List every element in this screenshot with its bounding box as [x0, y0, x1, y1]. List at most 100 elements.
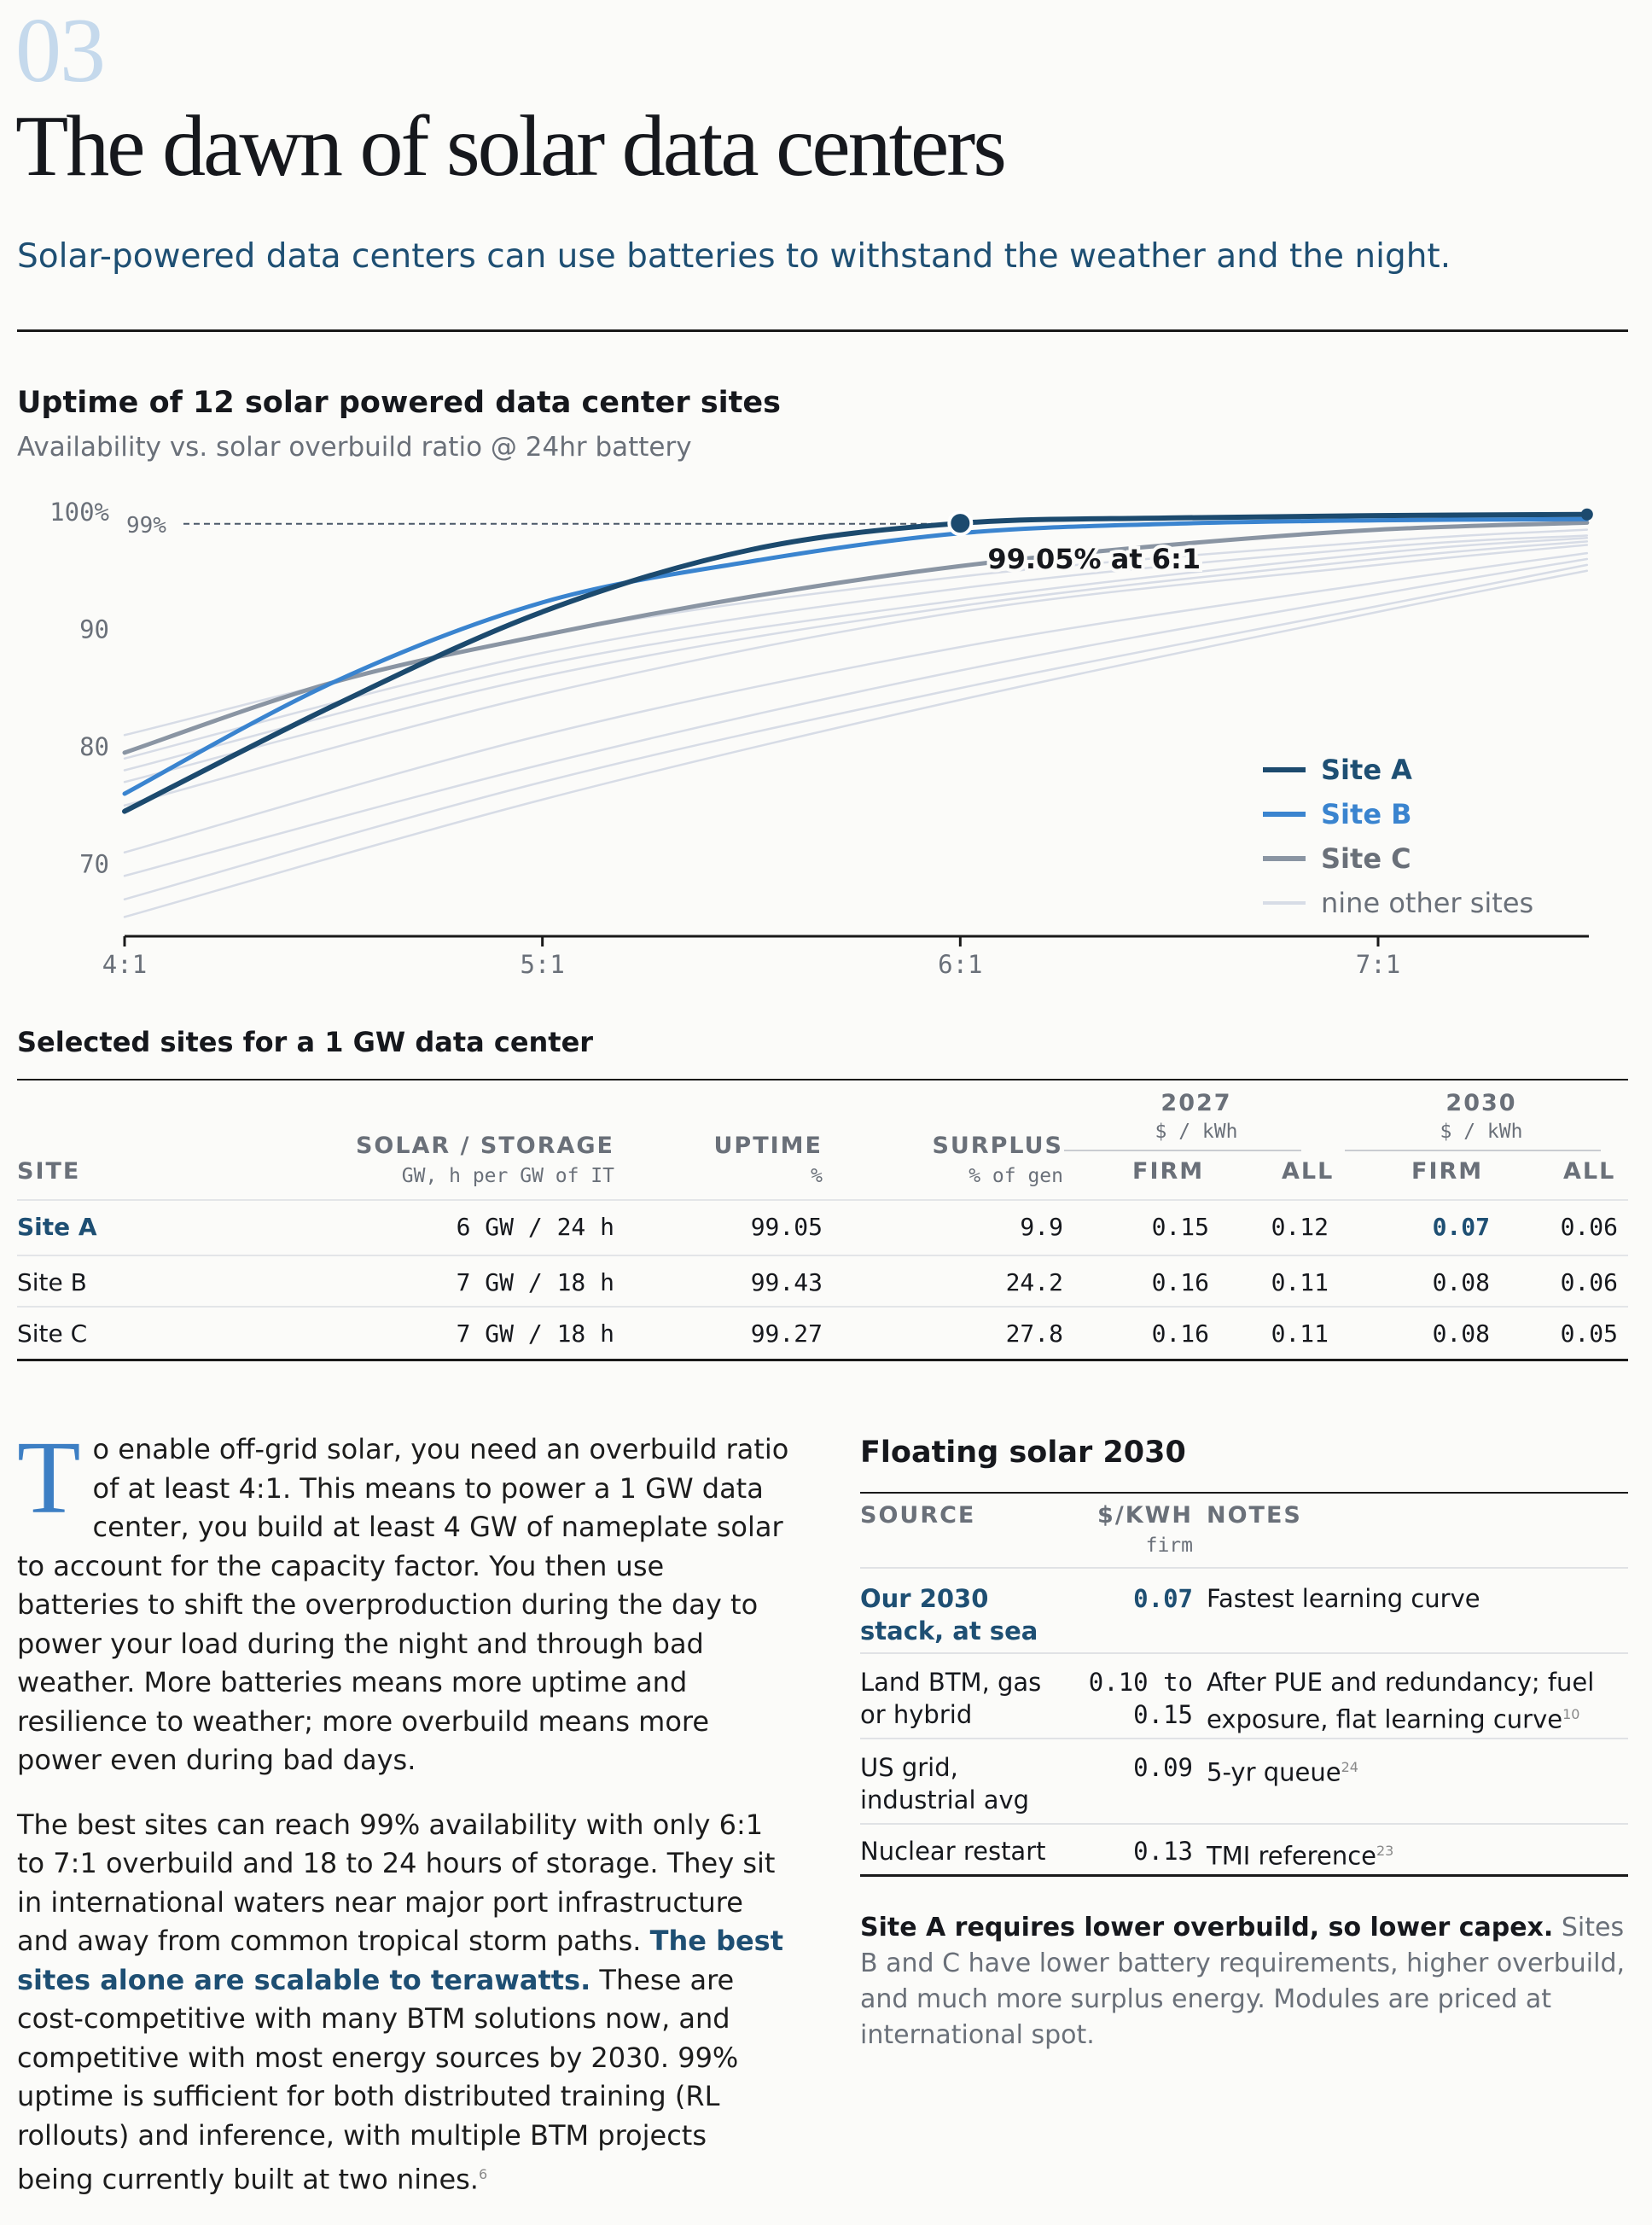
col-uptime: UPTIME — [713, 1133, 823, 1159]
footnote-ref[interactable]: 6 — [478, 2166, 488, 2182]
cell-notes-text: After PUE and redundancy; fuel exposure,… — [1207, 1668, 1595, 1734]
series-line-other-site — [123, 569, 1589, 918]
chart-subtitle: Availability vs. solar overbuild ratio @… — [17, 432, 692, 463]
group-2030-rule — [1345, 1150, 1601, 1151]
cell-solar-storage: 6 GW / 24 h — [456, 1213, 614, 1241]
cell-cost: 0.13 — [1133, 1837, 1193, 1866]
cell-firm-2027: 0.16 — [1151, 1268, 1209, 1296]
note-rest: Sites B and C have lower battery require… — [860, 1913, 1626, 2050]
cell-surplus: 9.9 — [1020, 1213, 1063, 1241]
series-line-other-site — [123, 544, 1589, 807]
header-rule — [17, 329, 1628, 332]
cell-all-2030: 0.05 — [1560, 1319, 1618, 1348]
cell-notes: 5-yr queue24 — [1207, 1751, 1628, 1789]
legend-label: nine other sites — [1321, 887, 1533, 919]
col-solar-storage-unit: GW, h per GW of IT — [401, 1165, 614, 1187]
table-row: Site C 7 GW / 18 h 99.27 27.8 0.16 0.11 … — [17, 1306, 1628, 1359]
col-firm-2027: FIRM — [1132, 1158, 1205, 1185]
uptime-chart: 100% 90 80 70 99% 99.05% at 6:1 4:1 5:1 6:1 7:1 Si… — [49, 498, 1593, 979]
floating-table-top-rule — [860, 1492, 1628, 1494]
cell-notes-text: 5-yr queue — [1207, 1757, 1341, 1787]
reference-line-label: 99% — [126, 513, 166, 539]
cell-firm-2030: 0.08 — [1432, 1319, 1490, 1348]
cell-firm-2027: 0.15 — [1151, 1213, 1209, 1241]
col-source: SOURCE — [860, 1502, 976, 1529]
footnote-ref[interactable]: 23 — [1376, 1843, 1394, 1859]
note-bold: Site A requires lower overbuild, so lowe… — [860, 1913, 1554, 1943]
x-tick-label: 6:1 — [938, 950, 982, 979]
cell-site: Site C — [17, 1319, 88, 1348]
col-uptime-unit: % — [811, 1165, 823, 1187]
series-line-other-site — [123, 534, 1589, 760]
cell-cost: 0.09 — [1133, 1753, 1193, 1782]
site-a-end-point — [1580, 508, 1593, 521]
series-line-site-b — [122, 516, 1590, 796]
cell-uptime: 99.43 — [750, 1268, 823, 1296]
body-p2-text-a: The best sites can reach 99% availabilit… — [17, 1808, 776, 1958]
col-site: SITE — [17, 1158, 81, 1185]
cell-uptime: 99.05 — [750, 1213, 823, 1241]
cell-solar-storage: 7 GW / 18 h — [456, 1319, 614, 1348]
cell-notes: After PUE and redundancy; fuel exposure,… — [1207, 1666, 1628, 1736]
cell-site: Site B — [17, 1268, 87, 1296]
cell-source: Our 2030 stack, at sea — [860, 1584, 1038, 1645]
y-tick-label: 100% — [49, 498, 109, 527]
chart-title: Uptime of 12 solar powered data center s… — [17, 386, 781, 420]
col-cost: $/KWH — [1097, 1502, 1193, 1529]
footnote-ref[interactable]: 10 — [1562, 1706, 1580, 1722]
group-2027-rule — [1064, 1150, 1301, 1151]
footnote-ref[interactable]: 24 — [1341, 1759, 1358, 1775]
cell-notes: Fastest learning curve — [1207, 1582, 1628, 1615]
col-group-2027: 2027 — [1160, 1090, 1232, 1116]
cell-all-2027: 0.11 — [1271, 1319, 1329, 1348]
table-row: US grid, industrial avg 0.09 5-yr queue2… — [860, 1738, 1628, 1825]
series-line-other-site — [123, 540, 1589, 783]
cell-firm-2027: 0.16 — [1151, 1319, 1209, 1348]
col-all-2027: ALL — [1282, 1158, 1335, 1185]
cell-site: Site A — [17, 1213, 97, 1241]
annotation-label: 99.05% at 6:1 — [987, 543, 1201, 575]
cell-uptime: 99.27 — [750, 1319, 823, 1348]
sites-table-title: Selected sites for a 1 GW data center — [17, 1026, 594, 1058]
cell-source: Nuclear restart — [860, 1837, 1046, 1866]
col-notes: NOTES — [1207, 1502, 1302, 1529]
col-group-2027-unit: $ / kWh — [1155, 1121, 1238, 1143]
annotation-marker — [947, 510, 974, 537]
cell-all-2027: 0.11 — [1271, 1268, 1329, 1296]
series-line-site-c — [122, 520, 1590, 755]
cell-firm-2030: 0.08 — [1432, 1268, 1490, 1296]
legend-label: Site B — [1321, 798, 1412, 830]
series-line-other-site — [123, 563, 1589, 900]
cell-firm-2030: 0.07 — [1432, 1213, 1490, 1241]
series-line-other-site — [123, 557, 1589, 877]
body-p2-text-b: These are cost-competitive with many BTM… — [17, 1963, 739, 2196]
floating-table-title: Floating solar 2030 — [860, 1436, 1186, 1470]
body-p1-text: o enable off-grid solar, you need an ove… — [17, 1433, 789, 1776]
series-line-other-site — [123, 551, 1589, 853]
y-tick-label: 90 — [79, 615, 109, 644]
series-line-other-site — [123, 537, 1589, 772]
cell-all-2030: 0.06 — [1560, 1213, 1618, 1241]
body-p2-emphasis: The best sites alone are scalable to ter… — [17, 1925, 784, 1996]
floating-table-bottom-rule — [860, 1874, 1628, 1877]
cell-all-2027: 0.12 — [1271, 1213, 1329, 1241]
cell-notes-text: Fastest learning curve — [1207, 1584, 1480, 1613]
col-surplus-unit: % of gen — [969, 1165, 1063, 1187]
x-tick-label: 4:1 — [102, 950, 147, 979]
cell-surplus: 27.8 — [1005, 1319, 1063, 1348]
y-tick-label: 80 — [79, 732, 109, 761]
sites-table-bottom-rule — [17, 1359, 1628, 1361]
sites-table-top-rule — [17, 1079, 1628, 1080]
cell-solar-storage: 7 GW / 18 h — [456, 1268, 614, 1296]
x-tick-label: 5:1 — [520, 950, 564, 979]
legend-label: Site C — [1321, 842, 1411, 875]
cell-surplus: 24.2 — [1005, 1268, 1063, 1296]
col-all-2030: ALL — [1563, 1158, 1616, 1185]
cell-source: US grid, industrial avg — [860, 1753, 1030, 1814]
cell-notes-text: TMI reference — [1207, 1841, 1376, 1871]
table-row: Site A 6 GW / 24 h 99.05 9.9 0.15 0.12 0… — [17, 1199, 1628, 1252]
lede: Solar-powered data centers can use batte… — [17, 237, 1451, 276]
table-row: Land BTM, gas or hybrid 0.10 to 0.15 Aft… — [860, 1652, 1628, 1739]
cell-notes: TMI reference23 — [1207, 1835, 1628, 1873]
